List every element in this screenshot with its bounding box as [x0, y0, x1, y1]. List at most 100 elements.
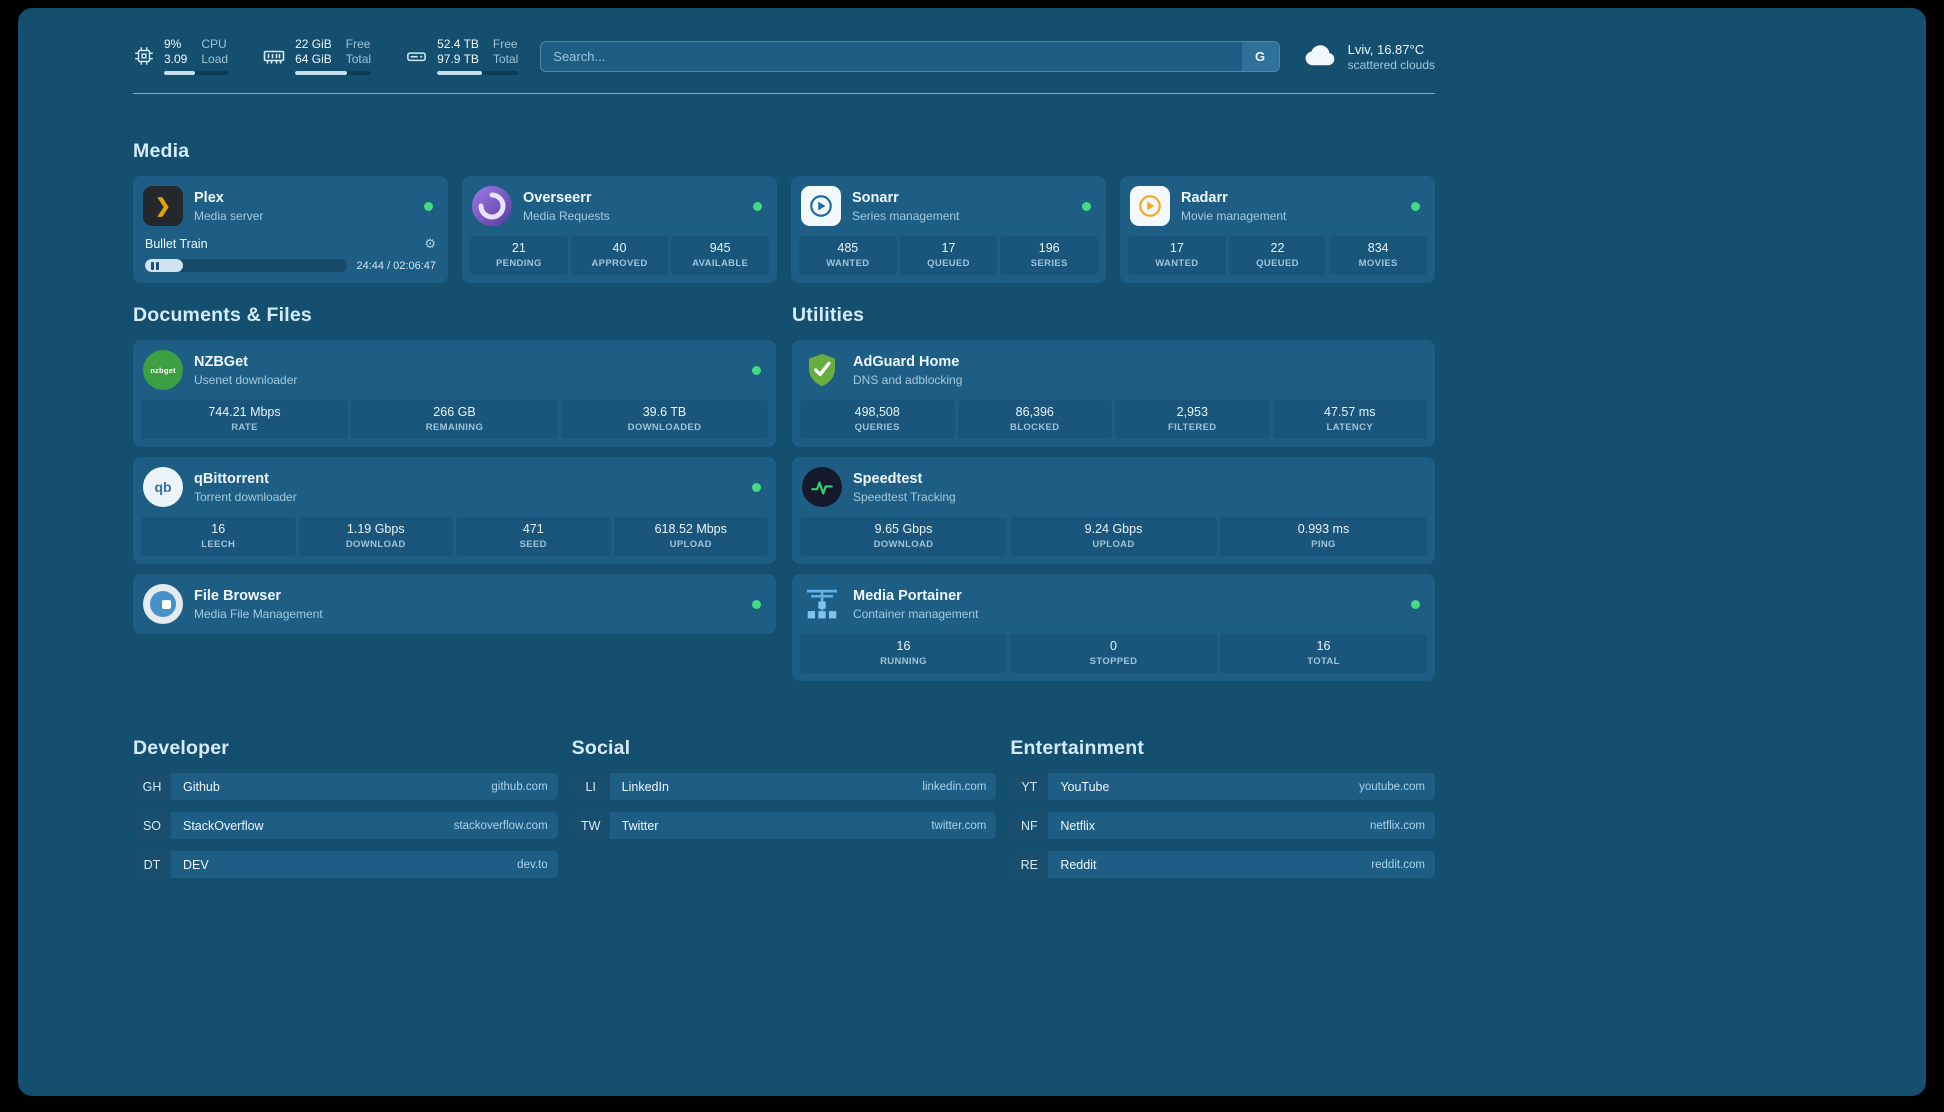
- bookmark-youtube[interactable]: YT YouTube youtube.com: [1010, 773, 1435, 800]
- stat-series: 196 SERIES: [1000, 236, 1099, 275]
- service-name: AdGuard Home: [853, 353, 960, 370]
- service-desc: Media Requests: [523, 208, 610, 223]
- sonarr-icon: [801, 186, 841, 226]
- service-card-qbittorrent: qb qBittorrent Torrent downloader 16 LEEC…: [133, 457, 776, 564]
- service-card-filebrowser: File Browser Media File Management: [133, 574, 776, 634]
- service-name: NZBGet: [194, 353, 248, 370]
- service-desc: Container management: [853, 606, 979, 621]
- service-name: Speedtest: [853, 470, 923, 487]
- service-card-sonarr: Sonarr Series management 485 WANTED 17 QUE…: [791, 176, 1106, 283]
- stat-running: 16 RUNNING: [800, 634, 1007, 673]
- plex-settings-icon[interactable]: ⚙: [424, 236, 436, 251]
- radarr-icon: [1130, 186, 1170, 226]
- cpu-widget: 9% 3.09 CPU Load: [133, 37, 229, 75]
- bookmark-url: reddit.com: [1371, 858, 1425, 871]
- service-link-plex[interactable]: ❯ Plex Media server: [141, 184, 440, 228]
- weather-location: Lviv, 16.87°C: [1347, 41, 1425, 57]
- bookmark-stackoverflow[interactable]: SO StackOverflow stackoverflow.com: [133, 812, 558, 839]
- stat-approved: 40 APPROVED: [570, 236, 669, 275]
- section-documents: Documents & Files nzbget NZBGet Usenet d…: [133, 304, 776, 644]
- filebrowser-icon: [143, 584, 183, 624]
- search-bar: G: [540, 40, 1280, 72]
- service-link-sonarr[interactable]: Sonarr Series management: [799, 184, 1098, 228]
- memory-icon: [262, 44, 286, 68]
- service-name: Overseerr: [523, 189, 592, 206]
- service-link-overseerr[interactable]: Overseerr Media Requests: [470, 184, 769, 228]
- service-desc: Movie management: [1181, 208, 1287, 223]
- stat-queries: 498,508 QUERIES: [800, 400, 955, 439]
- bookmark-url: github.com: [491, 780, 548, 793]
- disk-progress-bar: [437, 71, 519, 75]
- adguard-icon: [802, 350, 842, 390]
- service-link-speedtest[interactable]: Speedtest Speedtest Tracking: [800, 465, 1427, 509]
- section-heading-media: Media: [133, 140, 190, 162]
- service-desc: DNS and adblocking: [853, 372, 963, 387]
- memory-free-value: 22 GiB: [295, 37, 332, 51]
- search-input[interactable]: [540, 40, 1280, 72]
- stat-latency: 47.57 ms LATENCY: [1272, 400, 1427, 439]
- section-heading-entertainment: Entertainment: [1010, 737, 1145, 759]
- stat-seed: 471 SEED: [456, 517, 611, 556]
- stat-ping: 0.993 ms PING: [1220, 517, 1427, 556]
- dashboard-page: 9% 3.09 CPU Load: [18, 8, 1926, 1096]
- bookmark-abbr: SO: [133, 812, 171, 839]
- bookmark-reddit[interactable]: RE Reddit reddit.com: [1010, 851, 1435, 878]
- cpu-progress-fill: [164, 71, 196, 75]
- speedtest-icon: [802, 467, 842, 507]
- disk-widget: 52.4 TB 97.9 TB Free Total: [405, 37, 519, 75]
- service-desc: Series management: [852, 208, 960, 223]
- stat-downloaded: 39.6 TB DOWNLOADED: [561, 400, 768, 439]
- bookmark-name: Twitter: [621, 818, 659, 833]
- service-link-adguard[interactable]: AdGuard Home DNS and adblocking: [800, 348, 1427, 392]
- service-link-filebrowser[interactable]: File Browser Media File Management: [141, 582, 768, 626]
- memory-total-value: 64 GiB: [295, 52, 332, 66]
- service-link-nzbget[interactable]: nzbget NZBGet Usenet downloader: [141, 348, 768, 392]
- bookmark-group-developer: Developer GH Github github.com SO StackO…: [133, 737, 558, 890]
- qbittorrent-icon: qb: [143, 467, 183, 507]
- service-desc: Media File Management: [194, 606, 323, 621]
- status-dot: [753, 201, 762, 211]
- status-dot: [1411, 599, 1420, 609]
- service-card-overseerr: Overseerr Media Requests 21 PENDING 40 APP…: [462, 176, 777, 283]
- cpu-usage-value: 9%: [164, 37, 182, 51]
- bookmark-group-social: Social LI LinkedIn linkedin.com TW Twitt…: [571, 737, 997, 890]
- pause-icon[interactable]: [151, 261, 159, 270]
- status-dot: [424, 201, 433, 211]
- service-name: Radarr: [1181, 189, 1228, 206]
- status-dot: [752, 482, 761, 492]
- status-dot: [752, 365, 761, 375]
- stat-download: 1.19 Gbps DOWNLOAD: [298, 517, 453, 556]
- service-link-qbittorrent[interactable]: qb qBittorrent Torrent downloader: [141, 465, 768, 509]
- bookmark-netflix[interactable]: NF Netflix netflix.com: [1010, 812, 1435, 839]
- service-card-adguard: AdGuard Home DNS and adblocking 498,508 Q…: [792, 340, 1435, 447]
- bookmark-abbr: DT: [133, 851, 171, 878]
- top-bar: 9% 3.09 CPU Load: [133, 33, 1435, 79]
- bookmark-linkedin[interactable]: LI LinkedIn linkedin.com: [571, 773, 997, 800]
- bookmark-abbr: GH: [133, 773, 171, 800]
- service-link-radarr[interactable]: Radarr Movie management: [1128, 184, 1427, 228]
- service-desc: Torrent downloader: [194, 489, 297, 504]
- bookmark-github[interactable]: GH Github github.com: [133, 773, 558, 800]
- bookmark-dev[interactable]: DT DEV dev.to: [133, 851, 558, 878]
- service-name: Plex: [194, 189, 224, 206]
- service-link-portainer[interactable]: Media Portainer Container management: [800, 582, 1427, 626]
- search-provider-button[interactable]: G: [1241, 41, 1279, 71]
- stat-stopped: 0 STOPPED: [1010, 634, 1217, 673]
- stat-download: 9.65 Gbps DOWNLOAD: [800, 517, 1007, 556]
- bookmark-twitter[interactable]: TW Twitter twitter.com: [571, 812, 997, 839]
- plex-progress-bar[interactable]: [145, 259, 348, 272]
- bookmark-abbr: TW: [571, 812, 610, 839]
- service-name: Media Portainer: [853, 587, 962, 604]
- stat-queued: 17 QUEUED: [899, 236, 998, 275]
- memory-free-label: Free: [345, 37, 371, 51]
- section-heading-utilities: Utilities: [792, 304, 865, 326]
- section-heading-developer: Developer: [133, 737, 230, 759]
- section-media: Media ❯ Plex Media server Bullet Train: [133, 140, 1435, 283]
- bookmark-name: YouTube: [1060, 779, 1110, 794]
- bookmark-name: DEV: [183, 857, 209, 872]
- stat-pending: 21 PENDING: [470, 236, 568, 275]
- stat-upload: 618.52 Mbps UPLOAD: [613, 517, 768, 556]
- service-card-nzbget: nzbget NZBGet Usenet downloader 744.21 M…: [133, 340, 776, 447]
- status-dot: [1082, 201, 1091, 211]
- weather-widget: Lviv, 16.87°C scattered clouds: [1302, 40, 1435, 73]
